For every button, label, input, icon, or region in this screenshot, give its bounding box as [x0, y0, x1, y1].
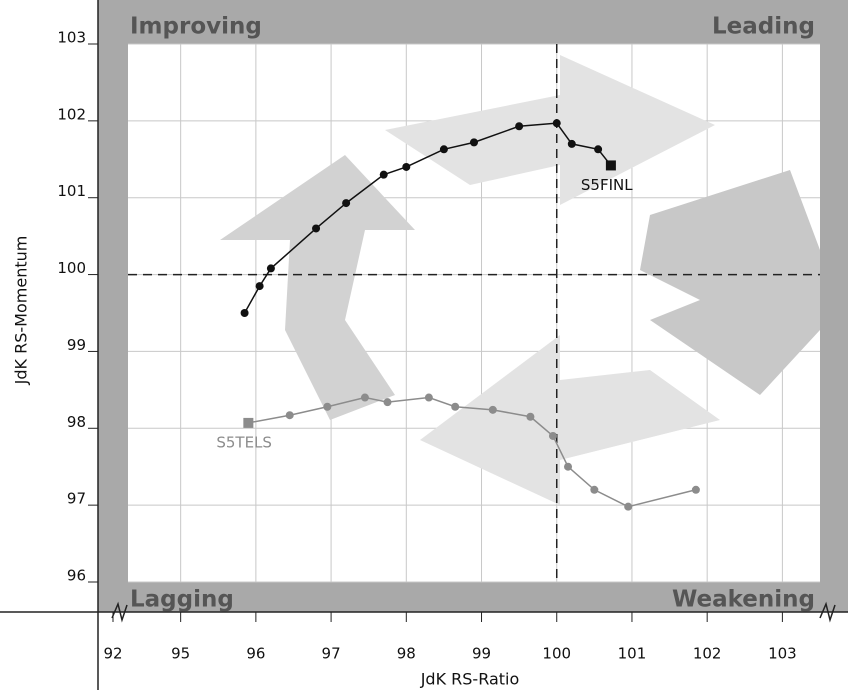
- tail-point: [470, 138, 478, 147]
- x-tick-label: 103: [768, 645, 797, 663]
- tail-point: [488, 405, 497, 414]
- tail-point: [266, 264, 275, 273]
- tail-point: [691, 485, 700, 494]
- x-tick-label: 99: [472, 645, 491, 663]
- y-tick-label: 98: [67, 413, 86, 431]
- arrow-left: [220, 155, 415, 420]
- x-tick-label: 96: [246, 645, 265, 663]
- quadrant-label: Improving: [130, 14, 262, 40]
- tail-point: [526, 412, 535, 421]
- y-tick-label: 99: [67, 336, 86, 354]
- plot-layer: S5FINL S5TELS: [128, 44, 820, 582]
- x-tick-label: 102: [693, 645, 722, 663]
- x-tick-label: 92: [103, 645, 122, 663]
- y-tick-label: 100: [57, 259, 86, 277]
- x-tick-label: 100: [542, 645, 571, 663]
- x-tick-label: 97: [322, 645, 341, 663]
- tail-point: [590, 485, 599, 494]
- x-tick-label: 98: [397, 645, 416, 663]
- tail-point: [312, 224, 321, 233]
- tail-point: [383, 398, 392, 407]
- tail-point: [439, 145, 448, 154]
- tail-point: [564, 462, 573, 471]
- arrow-right: [640, 170, 820, 395]
- tail-point: [240, 309, 249, 317]
- series-label: S5TELS: [216, 433, 272, 451]
- x-tick-label: 95: [171, 645, 190, 663]
- tail-point: [451, 402, 460, 411]
- axis-break: [819, 601, 836, 623]
- head-marker: [605, 160, 616, 171]
- rotation-arrows: [220, 55, 820, 505]
- tail-point: [548, 431, 557, 440]
- tail-point: [567, 139, 576, 148]
- tail-point: [255, 282, 264, 291]
- tail-point: [285, 411, 294, 420]
- y-tick-label: 101: [57, 182, 86, 200]
- tail-point: [342, 199, 351, 208]
- quadrant-label: Leading: [712, 14, 815, 40]
- y-tick-label: 102: [57, 105, 86, 123]
- tail-point: [402, 162, 411, 171]
- tail-point: [323, 402, 332, 411]
- y-tick-label: 97: [67, 490, 86, 508]
- arrow-bottom: [420, 335, 720, 505]
- tail-point: [360, 393, 369, 402]
- quadrant-label: Weakening: [672, 587, 815, 613]
- y-axis-title: JdK RS-Momentum: [12, 236, 31, 386]
- y-tick-label: 103: [57, 29, 86, 47]
- y-tick-label: 96: [67, 567, 86, 585]
- tail-line: [248, 396, 697, 508]
- series-label: S5FINL: [581, 176, 633, 194]
- x-tick-label: 101: [618, 645, 647, 663]
- axis-break: [111, 601, 128, 623]
- quadrant-label: Lagging: [130, 587, 234, 613]
- tail-point: [594, 145, 603, 154]
- tail-point: [552, 119, 561, 128]
- tail-point: [515, 122, 524, 131]
- arrow-top: [385, 55, 715, 205]
- tail-line: [243, 122, 612, 314]
- tail-point: [624, 502, 633, 511]
- head-marker: [243, 417, 254, 428]
- tail-point: [379, 170, 388, 179]
- x-axis-title: JdK RS-Ratio: [420, 670, 520, 689]
- tail-point: [424, 393, 433, 402]
